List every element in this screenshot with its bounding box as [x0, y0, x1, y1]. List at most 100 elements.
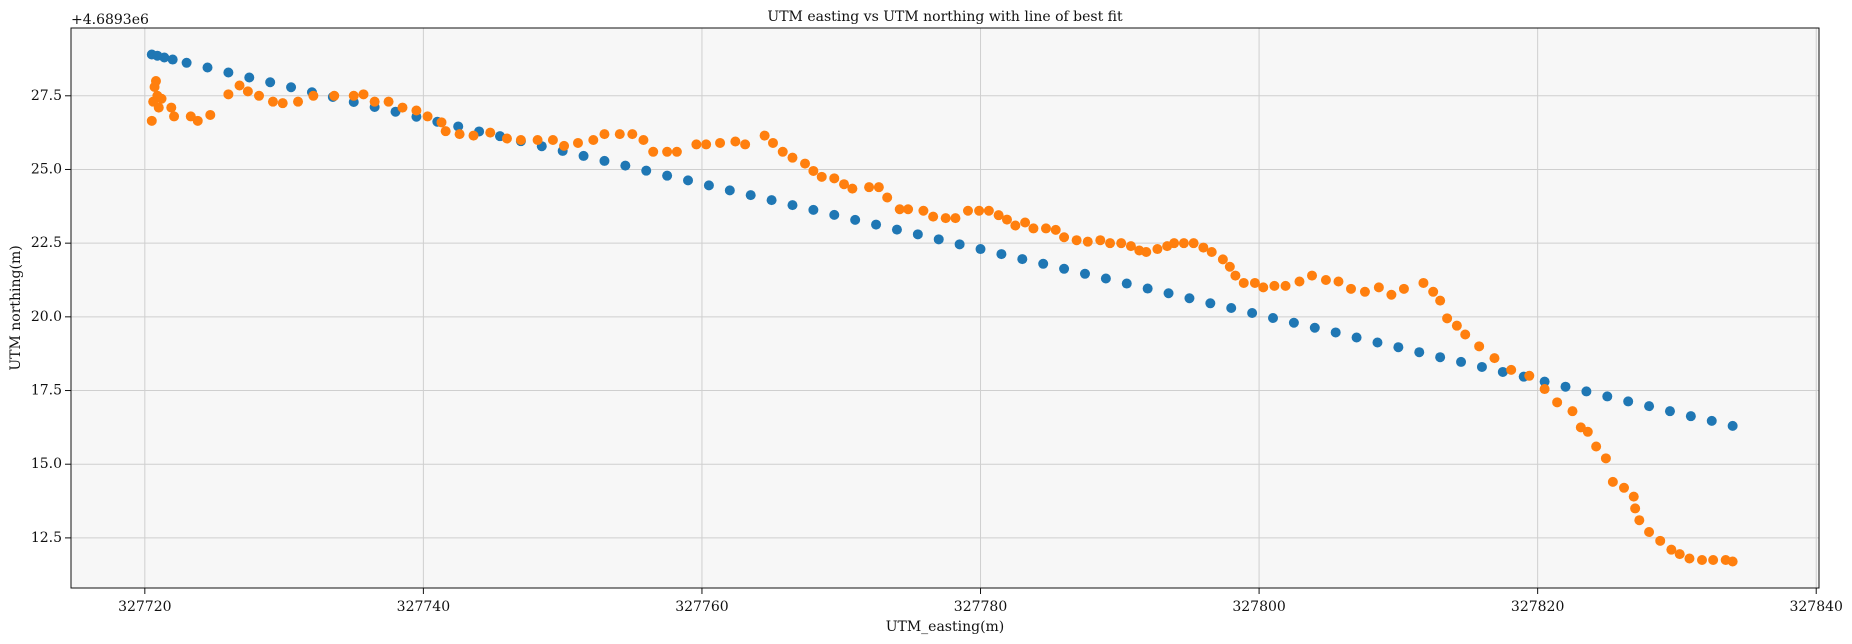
scatter-point — [1020, 217, 1031, 228]
scatter-point — [662, 170, 673, 181]
scatter-point — [1697, 555, 1708, 565]
scatter-point — [369, 96, 380, 107]
scatter-point — [1428, 286, 1439, 297]
scatter-point — [588, 135, 599, 145]
scatter-point — [1560, 381, 1571, 392]
scatter-point — [1184, 293, 1195, 304]
scatter-point — [1280, 280, 1291, 291]
scatter-point — [1141, 247, 1152, 257]
scatter-point — [715, 137, 726, 148]
scatter-point — [1630, 503, 1641, 514]
scatter-point — [1674, 549, 1685, 560]
scatter-point — [662, 146, 673, 157]
scatter-point — [1685, 411, 1696, 422]
scatter-point — [1474, 341, 1485, 352]
scatter-point — [578, 150, 589, 161]
scatter-point — [202, 62, 213, 73]
scatter-point — [1100, 273, 1111, 284]
scatter-point — [816, 171, 827, 182]
scatter-point — [1552, 397, 1563, 408]
scatter-point — [975, 244, 986, 255]
y-tick-label: 17.5 — [31, 383, 62, 399]
scatter-point — [1602, 391, 1613, 402]
scatter-point — [1249, 277, 1260, 288]
scatter-point — [1095, 235, 1106, 246]
scatter-point — [627, 129, 638, 140]
scatter-point — [223, 89, 234, 100]
scatter-point — [933, 234, 944, 245]
scatter-point — [787, 200, 798, 211]
scatter-point — [383, 96, 394, 107]
scatter-point — [1414, 347, 1425, 358]
y-tick-label: 22.5 — [31, 235, 62, 251]
scatter-point — [468, 130, 479, 141]
scatter-point — [1309, 322, 1320, 333]
scatter-point — [839, 179, 850, 190]
scatter-point — [894, 204, 905, 215]
scatter-point — [1539, 376, 1550, 387]
scatter-point — [903, 204, 914, 215]
scatter-point — [1079, 268, 1090, 279]
scatter-point — [1288, 317, 1299, 328]
scatter-point — [864, 182, 875, 193]
scatter-point — [1460, 329, 1471, 340]
scatter-point — [422, 111, 433, 122]
scatter-point — [1398, 283, 1409, 294]
scatter-point — [1435, 295, 1446, 306]
scatter-point — [1238, 277, 1249, 288]
y-axis-label: UTM northing(m) — [8, 245, 24, 370]
scatter-point — [1506, 364, 1517, 375]
scatter-point — [703, 180, 714, 191]
scatter-point — [1142, 283, 1153, 294]
scatter-point — [453, 121, 464, 132]
scatter-point — [1269, 280, 1280, 291]
scatter-point — [962, 205, 973, 216]
scatter-point — [873, 182, 884, 193]
scatter-point — [620, 160, 631, 171]
scatter-point — [701, 139, 712, 150]
scatter-point — [891, 224, 902, 235]
scatter-point — [1059, 263, 1070, 274]
scatter-point — [1628, 491, 1639, 502]
scatter-point — [638, 135, 649, 145]
scatter-point — [1010, 220, 1021, 231]
scatter-point — [1226, 303, 1237, 313]
scatter-point — [1607, 476, 1618, 487]
scatter-point — [1727, 556, 1738, 567]
scatter-point — [724, 185, 735, 196]
scatter-point — [1258, 282, 1269, 293]
scatter-point — [547, 135, 558, 145]
scatter-point — [599, 155, 610, 166]
scatter-point — [1307, 270, 1318, 281]
scatter-point — [1451, 320, 1462, 331]
scatter-point — [1435, 352, 1446, 363]
scatter-point — [267, 96, 278, 107]
scatter-point — [808, 204, 819, 215]
scatter-point — [767, 137, 778, 148]
scatter-point — [614, 129, 625, 140]
scatter-point — [223, 67, 234, 78]
scatter-point — [1121, 278, 1132, 289]
scatter-point — [1294, 276, 1305, 287]
y-tick-label: 27.5 — [31, 88, 62, 104]
scatter-point — [1634, 515, 1645, 526]
scatter-point — [1038, 258, 1049, 269]
scatter-point — [254, 90, 265, 101]
scatter-point — [1351, 332, 1362, 343]
scatter-point — [1684, 553, 1695, 564]
scatter-point — [1456, 356, 1467, 367]
scatter-point — [1247, 308, 1258, 319]
scatter-point — [1178, 238, 1189, 249]
scatter-point — [192, 115, 203, 126]
y-tick-label: 15.0 — [31, 456, 62, 472]
scatter-point — [1373, 282, 1384, 293]
scatter-point — [308, 90, 319, 101]
scatter-point — [1050, 224, 1061, 235]
scatter-point — [1727, 420, 1738, 431]
scatter-point — [928, 211, 939, 222]
scatter-point — [234, 80, 245, 91]
scatter-point — [358, 89, 369, 100]
scatter-point — [648, 146, 659, 157]
scatter-point — [1619, 482, 1630, 493]
scatter-point — [559, 140, 570, 151]
